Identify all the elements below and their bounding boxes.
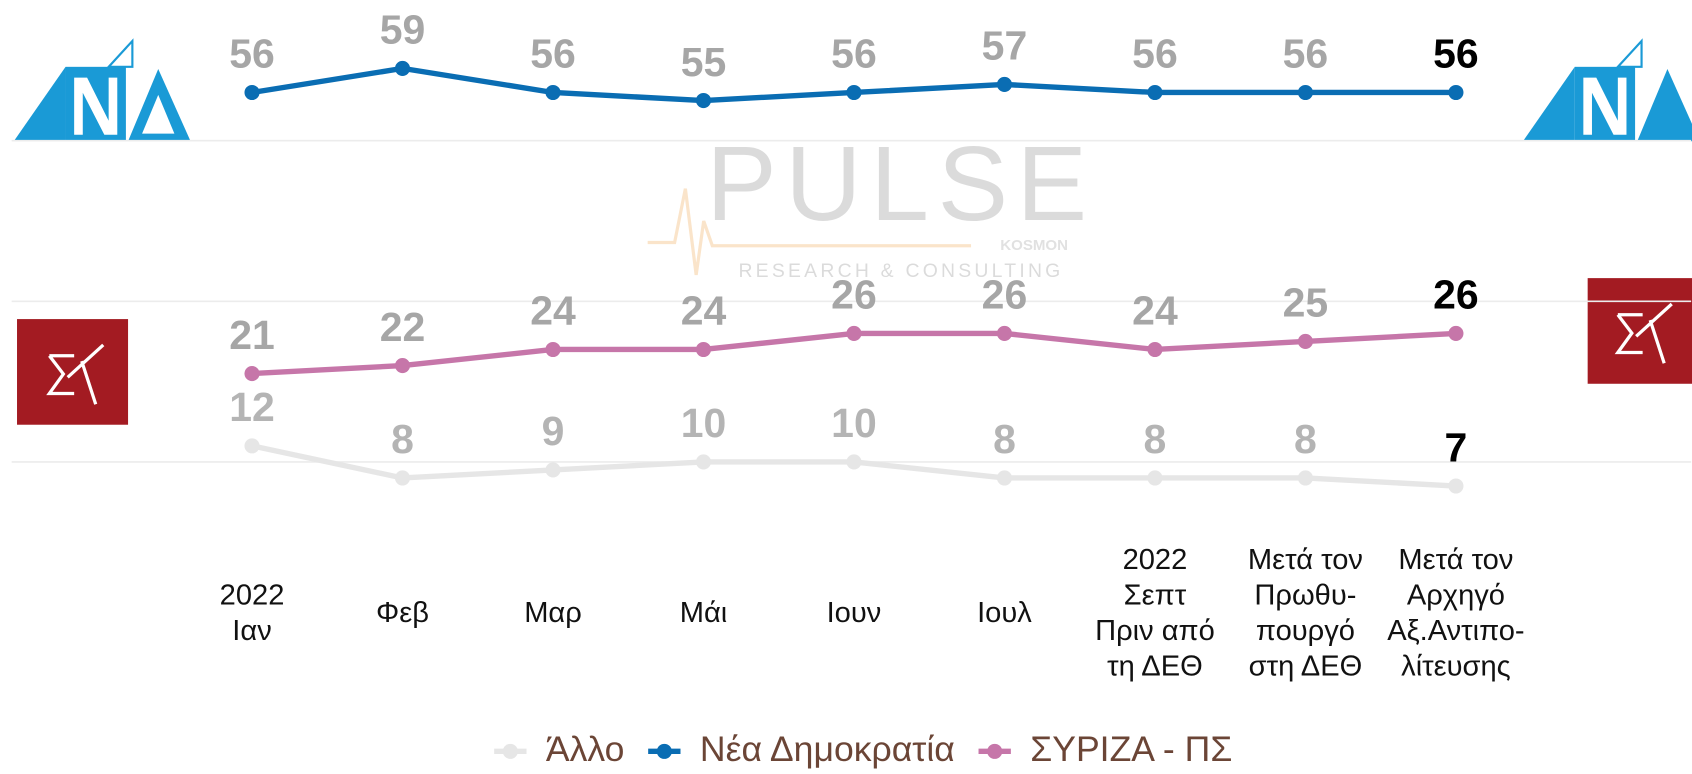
data-label: 22	[380, 304, 426, 350]
data-label: 56	[229, 31, 275, 77]
data-point	[846, 84, 862, 101]
data-label: 9	[542, 408, 565, 454]
watermark-sub: RESEARCH & CONSULTING	[738, 260, 1063, 282]
x-tick-label: Ιουλ	[977, 597, 1032, 629]
data-label: 8	[1144, 416, 1167, 462]
x-tick-label: στη ΔΕΘ	[1249, 651, 1363, 683]
data-point	[695, 341, 712, 358]
syriza-logo-left	[17, 319, 129, 425]
data-point	[244, 438, 260, 454]
data-point	[244, 84, 260, 101]
data-label: 57	[982, 23, 1028, 69]
data-point	[1448, 325, 1464, 341]
data-point	[1147, 84, 1163, 101]
data-label: 7	[1445, 424, 1468, 470]
data-label: 56	[831, 31, 877, 77]
data-point	[394, 358, 411, 374]
data-point	[1297, 333, 1313, 350]
legend: Άλλο Νέα Δημοκρατία ΣΥΡΙΖΑ - ΠΣ	[494, 729, 1232, 769]
syriza-logo-right	[1587, 278, 1692, 384]
x-tick-label: Αξ.Αντιπο-	[1387, 615, 1524, 647]
data-point	[846, 454, 862, 470]
x-tick-label: Φεβ	[376, 597, 429, 629]
data-point	[545, 341, 561, 358]
legend-marker-dot	[656, 743, 672, 759]
legend-label: ΣΥΡΙΖΑ - ΠΣ	[1030, 729, 1232, 769]
x-tick-label: 2022	[1123, 544, 1188, 576]
x-tick-label: Μαρ	[524, 597, 582, 629]
data-label: 56	[1132, 31, 1178, 77]
x-tick-label: Ιαν	[232, 615, 271, 647]
data-point	[1147, 470, 1163, 486]
data-label: 8	[1294, 416, 1317, 462]
x-tick-label: λίτευσης	[1401, 651, 1511, 683]
data-label: 55	[681, 39, 727, 85]
data-label: 24	[1132, 288, 1178, 334]
data-point	[1448, 478, 1464, 494]
data-label: 12	[229, 384, 275, 430]
data-point	[1147, 341, 1163, 358]
data-label: 26	[982, 272, 1028, 318]
watermark-brand: PULSE	[706, 125, 1095, 243]
x-tick-label: Μετά τον	[1398, 544, 1513, 576]
data-label: 26	[831, 272, 877, 318]
data-label: 24	[681, 288, 727, 334]
data-label: 8	[391, 416, 414, 462]
data-point	[545, 84, 561, 101]
nd-logo-left	[13, 38, 191, 142]
data-point	[695, 454, 712, 470]
data-label: 59	[380, 7, 426, 53]
watermark-partner: KOSMON	[1000, 237, 1068, 254]
x-tick-label: Σεπτ	[1124, 579, 1187, 611]
data-point	[695, 92, 712, 109]
watermark-pulse-line	[647, 188, 972, 276]
data-point	[394, 470, 411, 486]
x-tick-label: Πριν από	[1095, 615, 1215, 647]
data-label: 26	[1433, 272, 1479, 318]
watermark: PULSE KOSMON RESEARCH & CONSULTING	[647, 125, 1095, 282]
nd-logo-right	[1522, 38, 1692, 142]
x-tick-label: Πρωθυ-	[1254, 579, 1356, 611]
data-point	[846, 325, 862, 341]
data-label: 56	[530, 31, 576, 77]
legend-label: Νέα Δημοκρατία	[700, 729, 955, 769]
data-point	[545, 462, 561, 478]
x-tick-label: τη ΔΕΘ	[1107, 651, 1203, 683]
data-label: 10	[681, 400, 727, 446]
x-tick-label: Αρχηγό	[1407, 579, 1505, 611]
data-label: 56	[1283, 31, 1329, 77]
data-point	[996, 76, 1013, 93]
x-tick-label: 2022	[220, 579, 285, 611]
data-label: 21	[229, 312, 275, 358]
data-label: 56	[1433, 31, 1479, 77]
data-label: 8	[993, 416, 1016, 462]
data-point	[244, 366, 260, 382]
x-tick-label: Μετά τον	[1248, 544, 1363, 576]
x-tick-label: πουργό	[1256, 615, 1355, 647]
data-label: 24	[530, 288, 576, 334]
legend-marker-dot	[502, 743, 518, 759]
data-label: 25	[1283, 280, 1329, 326]
data-label: 10	[831, 400, 877, 446]
x-tick-label: Ιουν	[827, 597, 882, 629]
data-point	[996, 325, 1013, 341]
data-point	[1297, 470, 1313, 486]
legend-marker-dot	[987, 743, 1003, 759]
data-point	[1297, 84, 1313, 101]
data-point	[1448, 84, 1464, 101]
data-point	[996, 470, 1013, 486]
legend-label: Άλλο	[546, 729, 625, 769]
x-tick-label: Μάι	[680, 597, 728, 629]
data-point	[394, 60, 411, 76]
